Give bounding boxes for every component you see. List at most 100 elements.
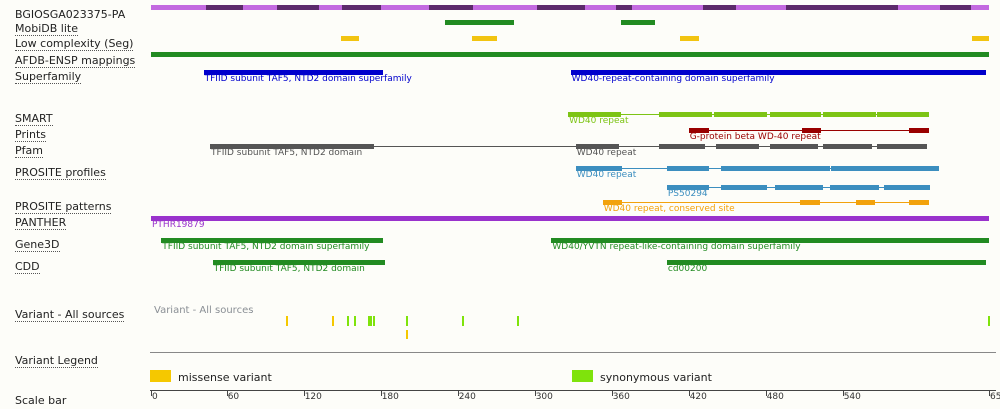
low-complexity-feature[interactable] xyxy=(340,36,359,41)
track-label-smart[interactable]: SMART xyxy=(15,112,53,126)
synonymous-variant-mark[interactable] xyxy=(461,316,464,326)
track-label-panther[interactable]: PANTHER xyxy=(15,216,67,230)
synonymous-variant-mark[interactable] xyxy=(516,316,519,326)
pfam-feature[interactable] xyxy=(210,144,375,149)
prosite-patterns-feature[interactable] xyxy=(602,200,622,205)
track-label-cdd[interactable]: CDD xyxy=(15,260,40,274)
mobidb-feature[interactable] xyxy=(620,20,656,25)
pfam-feature[interactable] xyxy=(823,144,873,149)
synonymous-variant-mark[interactable] xyxy=(367,316,370,326)
panther-feature[interactable] xyxy=(151,216,989,221)
prosite-profiles-feature[interactable] xyxy=(720,185,767,190)
prosite-profiles-feature[interactable] xyxy=(575,166,622,171)
low-complexity-feature[interactable] xyxy=(679,36,699,41)
exon-segment[interactable] xyxy=(206,5,244,10)
track-label-variant-all[interactable]: Variant - All sources xyxy=(15,308,125,322)
prosite-patterns-feature[interactable] xyxy=(909,200,929,205)
pfam-feature[interactable] xyxy=(715,144,760,149)
pfam-feature[interactable] xyxy=(659,144,706,149)
exon-segment[interactable] xyxy=(615,5,633,10)
scale-tick-label: 540 xyxy=(843,392,861,402)
exon-segment[interactable] xyxy=(151,5,207,10)
exon-segment[interactable] xyxy=(786,5,898,10)
smart-feature[interactable] xyxy=(714,112,767,117)
exon-segment[interactable] xyxy=(276,5,320,10)
exon-segment[interactable] xyxy=(537,5,585,10)
prosite-profiles-feature[interactable] xyxy=(774,185,824,190)
prints-feature[interactable] xyxy=(688,128,710,133)
exon-segment[interactable] xyxy=(342,5,381,10)
smart-feature[interactable] xyxy=(568,112,621,117)
prosite-profiles-feature[interactable] xyxy=(720,166,830,171)
missense-variant-mark[interactable] xyxy=(331,316,334,326)
exon-segment[interactable] xyxy=(632,5,703,10)
prosite-profiles-feature[interactable] xyxy=(883,185,930,190)
track-label-scale-bar: Scale bar xyxy=(15,394,67,407)
synonymous-variant-mark[interactable] xyxy=(353,316,356,326)
synonymous-variant-mark[interactable] xyxy=(347,316,350,326)
smart-feature[interactable] xyxy=(659,112,712,117)
scale-tick xyxy=(303,390,305,396)
exon-segment[interactable] xyxy=(584,5,616,10)
exon-segment[interactable] xyxy=(429,5,474,10)
prosite-profiles-feature[interactable] xyxy=(829,185,879,190)
prosite-patterns-feature[interactable] xyxy=(800,200,820,205)
prosite-profiles-feature[interactable] xyxy=(831,166,939,171)
afdb-feature[interactable] xyxy=(151,52,989,57)
exon-segment[interactable] xyxy=(702,5,737,10)
prints-feature[interactable] xyxy=(909,128,929,133)
pfam-feature[interactable] xyxy=(877,144,928,149)
scale-tick xyxy=(842,390,844,396)
pfam-feature[interactable] xyxy=(769,144,819,149)
scale-tick xyxy=(380,390,382,396)
scale-tick-label: 180 xyxy=(381,392,399,402)
pfam-feature-label: TFIID subunit TAF5, NTD2 domain xyxy=(211,148,363,158)
synonymous-variant-mark[interactable] xyxy=(406,316,409,326)
low-complexity-feature[interactable] xyxy=(471,36,498,41)
synonymous-variant-mark[interactable] xyxy=(987,316,990,326)
smart-feature[interactable] xyxy=(823,112,877,117)
cdd-feature-label: cd00200 xyxy=(667,264,708,274)
missense-variant-mark[interactable] xyxy=(285,316,288,326)
exon-segment[interactable] xyxy=(736,5,787,10)
missense-variant-mark[interactable] xyxy=(406,330,409,339)
cdd-feature[interactable] xyxy=(666,260,987,265)
track-label-pfam[interactable]: Pfam xyxy=(15,144,43,158)
smart-feature[interactable] xyxy=(877,112,929,117)
exon-segment[interactable] xyxy=(319,5,343,10)
exon-segment[interactable] xyxy=(380,5,430,10)
exon-segment[interactable] xyxy=(940,5,972,10)
track-label-low-complexity[interactable]: Low complexity (Seg) xyxy=(15,37,134,51)
track-label-variant-legend[interactable]: Variant Legend xyxy=(15,354,98,368)
gene3d-feature[interactable] xyxy=(551,238,989,243)
exon-segment[interactable] xyxy=(473,5,538,10)
prosite-patterns-feature[interactable] xyxy=(855,200,875,205)
exon-segment[interactable] xyxy=(897,5,941,10)
exon-segment[interactable] xyxy=(971,5,989,10)
track-label-afdb[interactable]: AFDB-ENSP mappings xyxy=(15,54,136,68)
track-label-superfamily[interactable]: Superfamily xyxy=(15,70,82,84)
synonymous-variant-mark[interactable] xyxy=(373,316,375,326)
prints-feature[interactable] xyxy=(801,128,821,133)
superfamily-feature-label: WD40-repeat-containing domain superfamil… xyxy=(571,74,775,84)
track-label-gene3d[interactable]: Gene3D xyxy=(15,238,60,252)
mobidb-feature[interactable] xyxy=(444,20,515,25)
prosite-profiles-feature[interactable] xyxy=(666,166,710,171)
scale-tick xyxy=(226,390,228,396)
superfamily-feature[interactable] xyxy=(203,70,384,75)
low-complexity-feature[interactable] xyxy=(972,36,989,41)
synonymous-variant-mark[interactable] xyxy=(370,316,373,326)
track-label-mobidb[interactable]: MobiDB lite xyxy=(15,22,78,36)
track-label-prints[interactable]: Prints xyxy=(15,128,47,142)
track-label-prosite-profiles[interactable]: PROSITE profiles xyxy=(15,166,106,180)
superfamily-feature[interactable] xyxy=(570,70,987,75)
gene3d-feature[interactable] xyxy=(161,238,384,243)
exon-segment[interactable] xyxy=(243,5,277,10)
cdd-feature[interactable] xyxy=(212,260,385,265)
protein-id-label: BGIOSGA023375-PA xyxy=(15,8,126,21)
pfam-feature[interactable] xyxy=(575,144,620,149)
track-label-prosite-patterns[interactable]: PROSITE patterns xyxy=(15,200,112,214)
smart-feature[interactable] xyxy=(769,112,821,117)
prosite-profiles-feature[interactable] xyxy=(666,185,710,190)
gene3d-feature-label: WD40/YVTN repeat-like-containing domain … xyxy=(552,242,801,252)
